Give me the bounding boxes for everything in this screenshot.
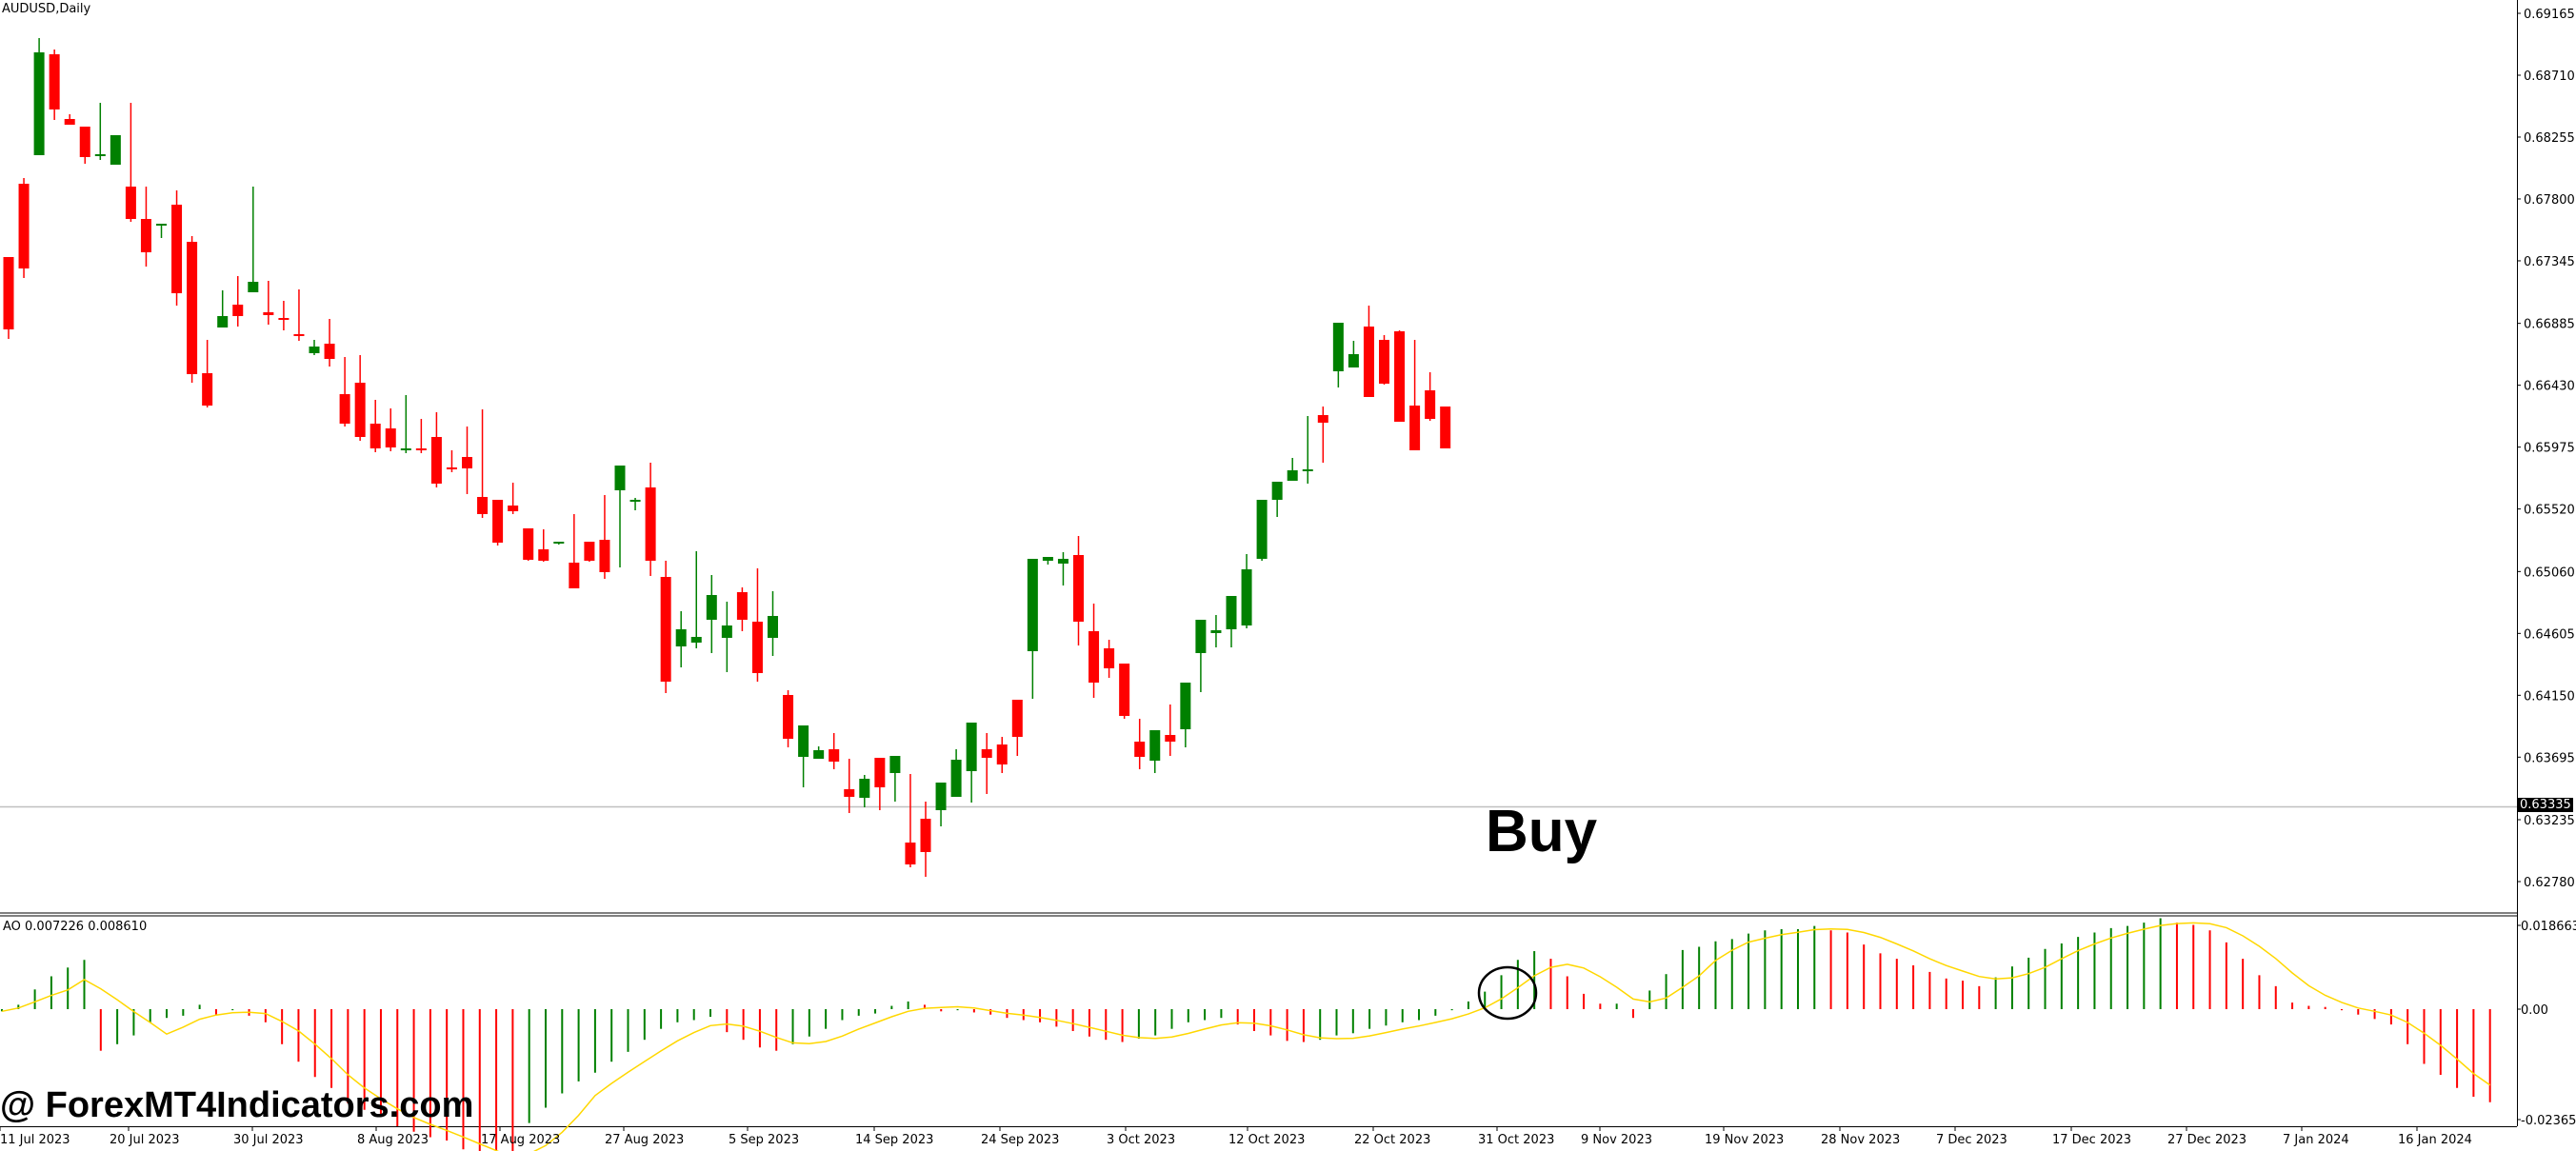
price-tick-label: 0.67345: [2524, 255, 2575, 269]
ao-axis[interactable]: 0.018663 0.00 -0.023654: [2517, 920, 2576, 1128]
price-tick-label: 0.66885: [2524, 318, 2575, 332]
date-tick-label: 5 Sep 2023: [729, 1133, 799, 1147]
main-chart-area[interactable]: [0, 0, 2517, 912]
date-tick-label: 16 Jan 2024: [2398, 1133, 2472, 1147]
date-tick-label: 24 Sep 2023: [981, 1133, 1059, 1147]
ao-tick-label: -0.023654: [2521, 1114, 2576, 1128]
date-tick-label: 12 Oct 2023: [1228, 1133, 1305, 1147]
watermark-text: @ ForexMT4Indicators.com: [0, 1085, 474, 1125]
price-axis[interactable]: 0.69165 0.68710 0.68255 0.67800 0.67345 0.668…: [2517, 8, 2575, 890]
date-tick-label: 28 Nov 2023: [1821, 1133, 1900, 1147]
date-tick-label: 27 Aug 2023: [605, 1133, 684, 1147]
price-tick-label: 0.65520: [2524, 504, 2575, 518]
price-tick-label: 0.66430: [2524, 380, 2575, 394]
price-tick-label: 0.63695: [2524, 751, 2575, 765]
date-tick-label: 7 Dec 2023: [1936, 1133, 2007, 1147]
price-tick-label: 0.68710: [2524, 69, 2575, 84]
date-tick-label: 3 Oct 2023: [1107, 1133, 1175, 1147]
ao-tick-label: 0.018663: [2521, 920, 2576, 934]
ao-signal-line: [1, 922, 2491, 1151]
price-tick-label: 0.65060: [2524, 566, 2575, 580]
price-tick-label: 0.64150: [2524, 689, 2575, 704]
date-tick-label: 7 Jan 2024: [2283, 1133, 2349, 1147]
ao-indicator-label: AO 0.007226 0.008610: [3, 920, 148, 934]
buy-annotation: Buy: [1486, 799, 1598, 864]
date-tick-label: 30 Jul 2023: [233, 1133, 304, 1147]
price-tick-label: 0.62780: [2524, 876, 2575, 890]
price-tick-label: 0.63235: [2524, 814, 2575, 828]
price-tick-label: 0.65975: [2524, 442, 2575, 456]
price-tick-label: 0.69165: [2524, 8, 2575, 22]
price-tick-label: 0.64605: [2524, 627, 2575, 642]
date-tick-label: 8 Aug 2023: [357, 1133, 429, 1147]
current-price-tag: 0.63335: [2518, 798, 2573, 812]
date-tick-label: 19 Nov 2023: [1705, 1133, 1784, 1147]
price-tick-label: 0.68255: [2524, 131, 2575, 146]
date-tick-label: 20 Jul 2023: [110, 1133, 180, 1147]
date-tick-label: 9 Nov 2023: [1581, 1133, 1652, 1147]
date-tick-label: 31 Oct 2023: [1478, 1133, 1554, 1147]
date-tick-label: 27 Dec 2023: [2167, 1133, 2247, 1147]
date-tick-label: 17 Dec 2023: [2052, 1133, 2131, 1147]
time-axis[interactable]: 11 Jul 2023 20 Jul 2023 30 Jul 2023 8 Aug 2…: [0, 1126, 2472, 1147]
date-tick-label: 14 Sep 2023: [855, 1133, 933, 1147]
date-tick-label: 22 Oct 2023: [1354, 1133, 1430, 1147]
crossover-circle-marker: [1477, 965, 1538, 1021]
date-tick-label: 17 Aug 2023: [481, 1133, 560, 1147]
ao-tick-label: 0.00: [2521, 1003, 2548, 1018]
date-tick-label: 11 Jul 2023: [0, 1133, 70, 1147]
price-tick-label: 0.67800: [2524, 193, 2575, 208]
candles-group: [3, 38, 1451, 877]
chart-symbol-title: AUDUSD,Daily: [2, 2, 91, 16]
